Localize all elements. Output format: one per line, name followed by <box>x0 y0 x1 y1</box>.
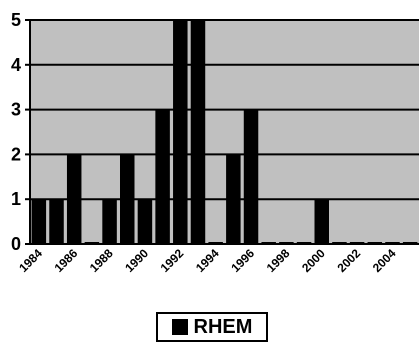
bar <box>296 242 312 244</box>
y-tick-label: 3 <box>11 100 21 120</box>
legend-label: RHEM <box>193 315 253 338</box>
bars <box>31 20 418 244</box>
x-tick-label: 1990 <box>122 246 151 275</box>
bar <box>243 109 259 244</box>
y-axis-ticks: 0 1 2 3 4 5 <box>11 10 30 254</box>
y-tick-label: 5 <box>11 10 21 30</box>
y-tick-label: 2 <box>11 144 21 164</box>
legend-swatch <box>171 319 188 335</box>
bar <box>332 242 347 244</box>
plot-background <box>30 20 419 244</box>
y-tick-label: 4 <box>11 55 21 75</box>
bar <box>190 20 206 244</box>
bar <box>102 199 117 244</box>
bar <box>349 242 365 244</box>
bar <box>261 242 276 244</box>
bar <box>84 242 100 244</box>
bar <box>31 199 47 244</box>
x-tick-label: 1988 <box>87 246 116 275</box>
y-tick-label: 0 <box>11 234 21 254</box>
x-tick-label: 1998 <box>264 246 293 275</box>
bar <box>120 154 135 244</box>
bar <box>66 154 82 244</box>
bar <box>173 20 188 244</box>
plot-area <box>29 19 419 245</box>
bar <box>402 242 418 244</box>
bar <box>385 242 400 244</box>
x-tick-label: 1996 <box>228 246 257 275</box>
x-tick-label: 1994 <box>193 246 222 275</box>
bar <box>155 109 170 244</box>
x-tick-label: 2000 <box>299 246 328 275</box>
x-tick-label: 2004 <box>370 246 399 275</box>
x-tick-label: 1986 <box>52 246 81 275</box>
x-tick-label: 1992 <box>158 246 187 275</box>
bar <box>279 242 294 244</box>
bar <box>137 199 153 244</box>
y-tick-label: 1 <box>11 189 21 209</box>
bar <box>314 199 329 244</box>
bar <box>367 242 383 244</box>
legend: RHEM <box>156 312 268 342</box>
bar <box>226 154 241 244</box>
x-axis-ticks: 1984 1986 1988 1990 1992 1994 1996 1998 2000 2002… <box>16 246 399 275</box>
bar <box>208 242 223 244</box>
x-tick-label: 2002 <box>334 246 363 275</box>
bar <box>49 199 64 244</box>
